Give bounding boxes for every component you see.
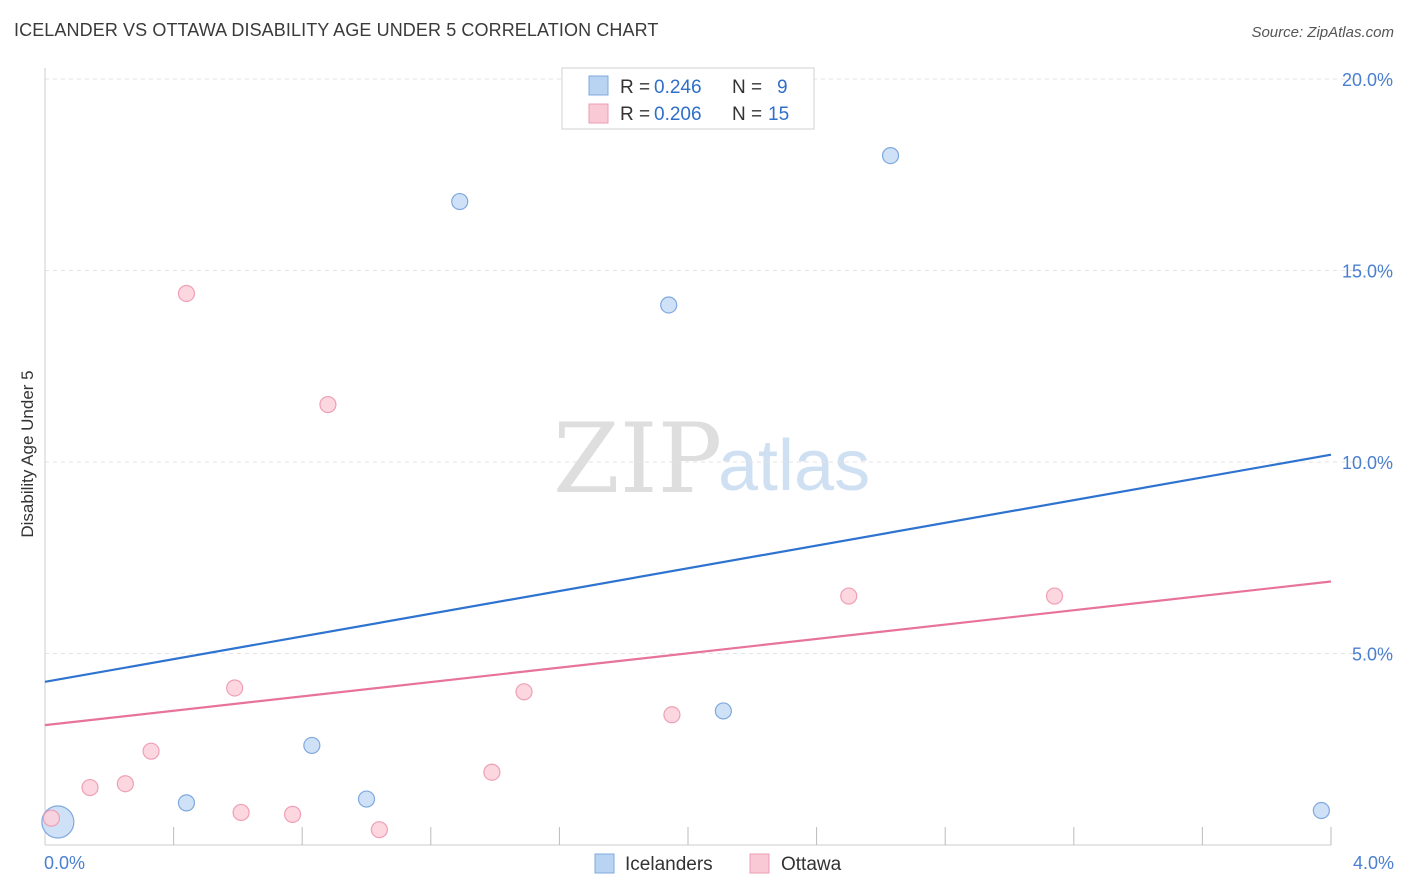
watermark-zip: ZIP [553, 403, 722, 515]
point-ottawa [319, 395, 337, 414]
x-tick-label-min: 0.0% [44, 853, 85, 873]
point-icelanders [177, 794, 196, 812]
stats-swatch-ottawa [588, 103, 609, 124]
point-icelanders [660, 296, 678, 314]
point-ottawa [177, 284, 196, 303]
point-icelanders [1312, 801, 1330, 820]
legend-swatch-icelanders [594, 853, 615, 874]
point-icelanders [357, 790, 376, 808]
stats-legend: R = 0.246 N = 9 R = 0.206 N = 15 [561, 67, 815, 130]
point-icelanders [881, 147, 900, 165]
point-ottawa [483, 763, 501, 781]
series-legend: Icelanders Ottawa [594, 853, 842, 875]
trend-line-ottawa [44, 580, 1332, 727]
y-tick-label: 10.0% [1342, 453, 1393, 473]
stats-n-label-ottawa: N = [732, 104, 767, 125]
point-ottawa [515, 683, 533, 701]
stats-row-ottawa: R = 0.206 N = 15 [620, 104, 789, 125]
stats-swatch-icelanders [588, 75, 609, 96]
point-ottawa [840, 587, 858, 605]
chart-title: ICELANDER VS OTTAWA DISABILITY AGE UNDER… [14, 20, 659, 40]
stats-r-value-icelanders: 0.246 [654, 77, 702, 98]
point-icelanders [714, 702, 732, 720]
point-ottawa [232, 803, 250, 822]
scatter-points [41, 147, 1330, 839]
legend-label-icelanders: Icelanders [625, 854, 713, 875]
stats-r-label-ottawa: R = [620, 104, 655, 125]
y-tick-labels: 5.0% 10.0% 15.0% 20.0% [1342, 70, 1393, 665]
stats-n-value-ottawa: 15 [768, 104, 789, 125]
stats-r-value-ottawa: 0.206 [654, 104, 702, 125]
y-tick-label: 15.0% [1342, 262, 1393, 282]
point-icelanders [451, 192, 469, 211]
point-ottawa [116, 775, 134, 793]
legend-label-ottawa: Ottawa [781, 854, 842, 875]
stats-row-icelanders: R = 0.246 N = 9 [620, 77, 788, 98]
stats-n-label-icelanders: N = [732, 77, 767, 98]
x-axis-ticks [173, 827, 1332, 845]
trend-lines [44, 453, 1332, 727]
point-ottawa [1045, 587, 1064, 605]
gridlines [45, 78, 1392, 654]
watermark-atlas: atlas [718, 426, 870, 506]
point-ottawa [226, 679, 244, 697]
x-tick-label-max: 4.0% [1353, 853, 1394, 873]
point-ottawa [370, 821, 388, 839]
point-ottawa [142, 742, 160, 760]
y-axis-label: Disability Age Under 5 [18, 370, 37, 537]
point-ottawa [42, 809, 61, 827]
stats-r-label-icelanders: R = [620, 77, 655, 98]
point-ottawa [81, 778, 99, 797]
legend-swatch-ottawa [749, 853, 770, 874]
y-tick-label: 20.0% [1342, 70, 1393, 90]
source-credit: Source: ZipAtlas.com [1251, 24, 1394, 41]
point-ottawa [283, 805, 302, 823]
y-tick-label: 5.0% [1352, 645, 1393, 665]
trend-line-icelanders [44, 453, 1332, 683]
stats-n-value-icelanders: 9 [777, 77, 788, 98]
point-icelanders [303, 736, 321, 755]
point-ottawa [663, 706, 681, 724]
